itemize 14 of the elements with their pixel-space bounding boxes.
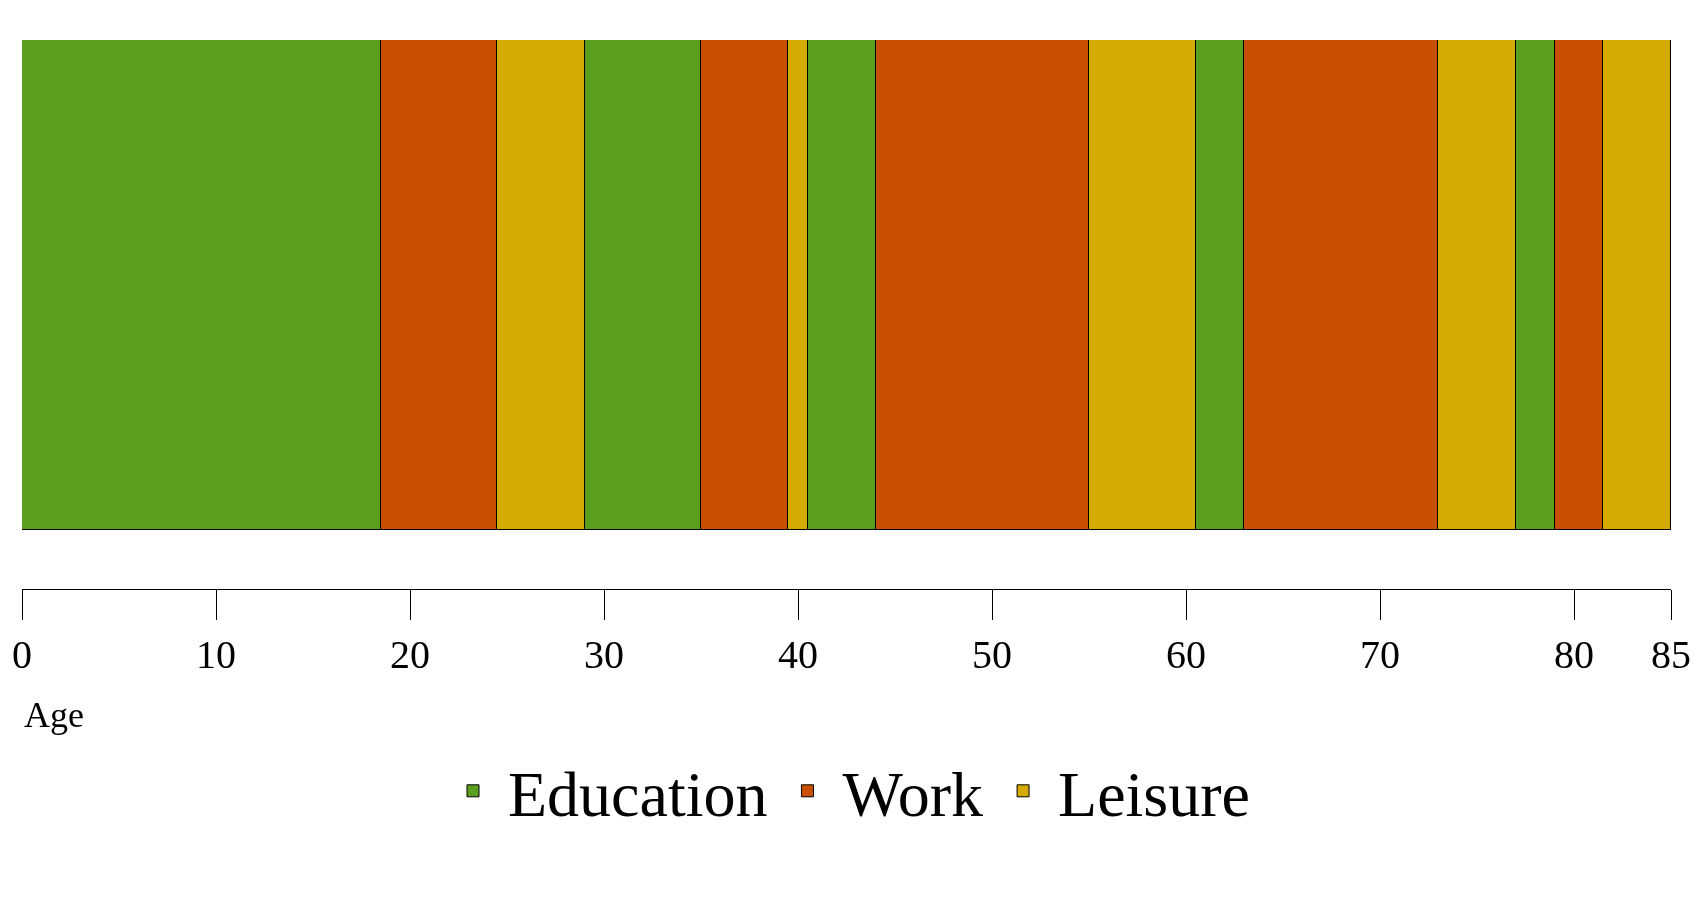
x-tick-label: 70 [1360,632,1400,677]
x-tick-label: 10 [196,632,236,677]
x-axis-title: Age [24,695,84,735]
legend-label: Work [842,758,984,830]
x-tick-label: 50 [972,632,1012,677]
x-tick-label: 0 [12,632,32,677]
x-tick-label: 60 [1166,632,1206,677]
x-tick-label: 85 [1651,632,1691,677]
legend-label: Leisure [1058,758,1250,830]
legend-label: Education [508,758,768,830]
x-tick-label: 30 [584,632,624,677]
x-tick-label: 40 [778,632,818,677]
x-tick-label: 80 [1554,632,1594,677]
x-tick-label: 20 [390,632,430,677]
